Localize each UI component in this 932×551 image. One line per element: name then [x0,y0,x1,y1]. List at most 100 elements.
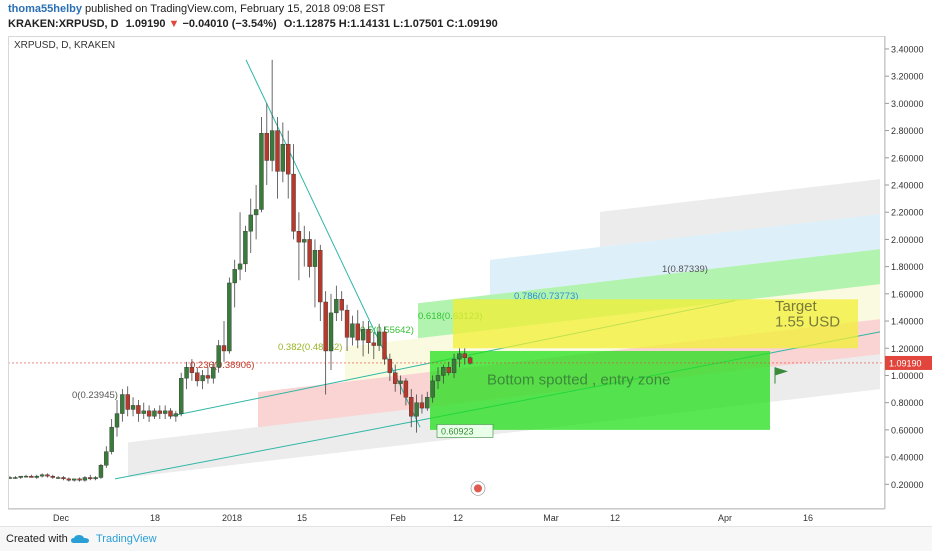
candle-up [120,394,125,414]
candle-down [409,397,414,417]
cloud-logo-icon [71,535,89,543]
candle-up [441,367,446,376]
candle-down [366,329,371,344]
candle-up [34,475,39,478]
last-price-tag [885,355,932,370]
price-tick-label: 2.80000 [891,126,924,136]
fib-level-label: 0.618(0.63123) [418,311,482,322]
candle-up [184,367,189,379]
candle-down [382,331,387,360]
candle-down [275,130,280,172]
candle-down [61,477,66,480]
candle-down [462,353,467,358]
candle-down [291,173,296,232]
candle-down [318,250,323,303]
created-with-text: Created with [6,533,68,545]
candle-down [403,380,409,398]
candle-up [253,209,259,216]
author-link[interactable]: thoma55helby [8,3,82,15]
candle-down [307,239,312,267]
candle-down [467,357,473,364]
target-label-2: 1.55 USD [775,313,840,330]
chart-title: XRPUSD, D, KRAKEN [14,40,116,51]
candle-up [425,397,430,409]
candle-up [13,477,18,479]
candle-down [419,402,425,409]
time-tick-label: 18 [150,513,160,523]
candle-up [269,130,275,161]
candle-up [457,353,462,360]
candle-up [227,282,232,352]
fib-band-786 [600,179,880,247]
time-tick-label: 12 [610,513,620,523]
fib-level-label: 0.236(0.38906) [190,360,254,371]
price-tick-label: 2.40000 [891,180,924,190]
candle-up [109,426,114,452]
candle-up [130,405,136,410]
candle-up [152,410,157,417]
plot-layer: 0(0.23945) 0.236(0.38906) 0.382(0.48162) 0.… [9,59,884,496]
event-badge-dot [474,484,482,493]
publish-text: published on TradingView.com, February 1… [85,3,386,15]
candle-up [93,477,98,480]
candle-up [328,312,334,352]
candle-down [189,367,195,373]
price-tick-label: 3.20000 [891,72,924,82]
chart-canvas[interactable]: 0.20000 0.40000 0.60000 0.80000 1.00000 1.200… [0,0,932,526]
time-tick-label: Dec [53,513,70,523]
candle-up [237,263,243,270]
candle-down [195,372,200,382]
target-zone-box [453,299,858,349]
candle-down [136,405,141,414]
candle-down [387,358,393,373]
candle-up [98,465,104,478]
candle-up [216,345,221,368]
fib-level-label: 0.5(0.55642) [360,325,414,336]
price-tick-label: 1.40000 [891,317,924,327]
publish-info: thoma55helby published on TradingView.co… [8,3,385,15]
candle-down [323,301,328,352]
candle-up [280,143,286,172]
candle-down [88,477,93,480]
price-tick-label: 0.80000 [891,398,924,408]
fib-level-label: 0.786(0.73773) [514,291,578,302]
candle-up [178,377,184,414]
candle-up [376,331,382,346]
candle-up [360,329,366,341]
candle-up [104,451,109,466]
entry-zone-label: Bottom spotted , entry zone [487,371,670,388]
candle-up [114,413,120,428]
last-price: 1.09190 [125,18,166,30]
candle-down [339,299,344,311]
time-tick-label: 16 [803,513,813,523]
candle-down [50,475,55,478]
candle-up [9,477,13,479]
bottom-price-tag [436,424,494,438]
candle-up [334,299,339,314]
price-tick-label: 0.40000 [891,453,924,463]
candle-up [141,410,146,414]
candle-down [286,143,291,175]
candle-down [296,231,302,243]
fib-level-label: 0(0.23945) [72,390,118,401]
candle-down [344,309,350,338]
symbol-ohlc: KRAKEN:XRPUSD, D 1.09190 ▼ −0.04010 (−3.… [8,18,498,30]
candle-up [259,133,264,210]
candle-down [66,478,72,481]
footer-bar: Created with TradingView [0,526,932,551]
tradingview-brand[interactable]: TradingView [96,533,157,545]
candle-down [77,478,82,481]
symbol-label: KRAKEN:XRPUSD, D [8,18,119,30]
candle-down [393,372,398,384]
time-tick-label: 12 [453,513,463,523]
candle-up [248,214,253,232]
candle-up [243,231,248,265]
candle-up [82,477,88,481]
candle-up [18,475,23,478]
candle-down [146,410,152,417]
last-price-tag-label: 1.09190 [889,358,922,368]
candle-down [446,367,451,373]
flag-icon [775,367,788,376]
candle-up [55,477,61,479]
candle-up [200,375,205,382]
